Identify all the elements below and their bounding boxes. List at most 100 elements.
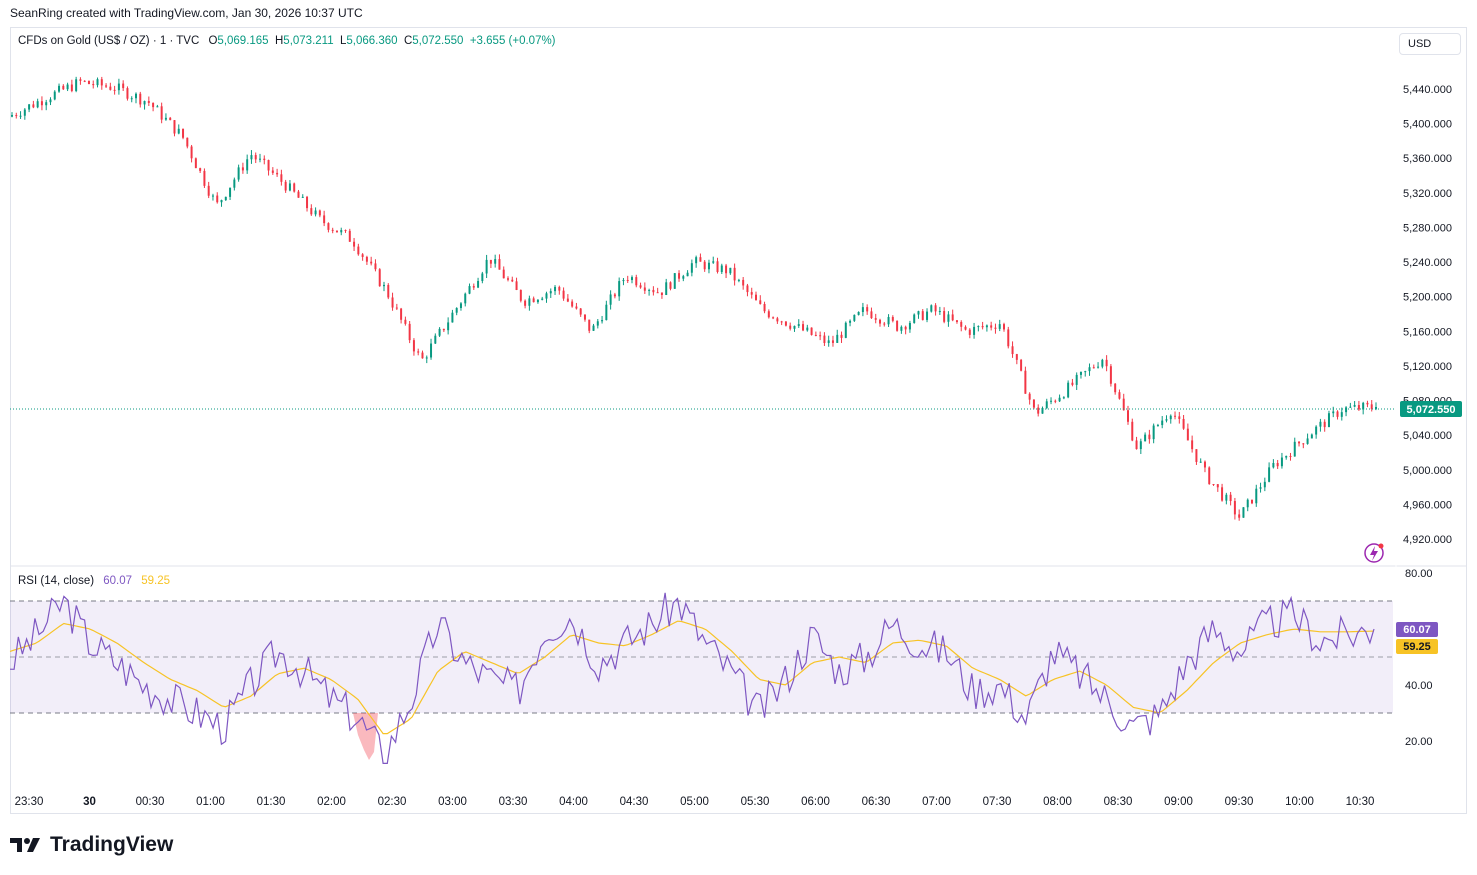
candle-body <box>32 104 35 108</box>
candle-body <box>571 301 574 307</box>
candle-body <box>635 277 638 286</box>
candle-body <box>1327 413 1330 428</box>
candle-body <box>652 289 655 293</box>
tradingview-logo[interactable]: TradingView <box>10 833 173 857</box>
candle-body <box>1161 420 1164 426</box>
candle-body <box>477 281 480 288</box>
currency-selector[interactable]: USD <box>1399 33 1461 55</box>
candle-body <box>1182 418 1185 429</box>
candle-body <box>686 272 689 277</box>
candle-body <box>19 115 22 117</box>
candle-body <box>1238 514 1241 518</box>
candle-body <box>1169 415 1172 420</box>
time-tick-label: 05:00 <box>680 796 709 808</box>
rsi-legend[interactable]: RSI (14, close) 60.07 59.25 <box>18 575 170 587</box>
candle-body <box>15 115 18 117</box>
candle-body <box>502 269 505 279</box>
candle-body <box>1079 371 1082 375</box>
candle-body <box>767 311 770 318</box>
time-tick-label: 08:00 <box>1043 796 1072 808</box>
candle-body <box>737 279 740 281</box>
candle-body <box>378 269 381 287</box>
candle-body <box>784 321 787 326</box>
candle-body <box>643 287 646 291</box>
candle-body <box>750 292 753 295</box>
candle-body <box>908 322 911 330</box>
candle-body <box>1306 438 1309 444</box>
candle-body <box>660 292 663 295</box>
candle-body <box>789 325 792 329</box>
candle-body <box>1191 440 1194 450</box>
candle-body <box>1298 441 1301 444</box>
price-tick-label: 4,960.000 <box>1403 499 1452 511</box>
candle-body <box>772 317 775 319</box>
candle-body <box>194 158 197 169</box>
candle-body <box>1165 419 1168 421</box>
lightning-icon[interactable] <box>1364 543 1384 563</box>
rsi-value-label: 60.07 <box>1403 624 1431 636</box>
candle-body <box>494 259 497 264</box>
candle-body <box>271 170 274 173</box>
rsi-tick-label: 80.00 <box>1405 568 1433 580</box>
candle-body <box>267 160 270 171</box>
candle-body <box>810 327 813 335</box>
candle-body <box>173 120 176 134</box>
candle-body <box>100 79 103 86</box>
candle-body <box>489 259 492 264</box>
time-tick-label: 03:30 <box>499 796 528 808</box>
candle-body <box>566 298 569 302</box>
candle-body <box>1109 366 1112 384</box>
candle-body <box>900 326 903 331</box>
candle-body <box>665 282 668 295</box>
candle-body <box>541 298 544 300</box>
candle-body <box>827 340 830 344</box>
candle-body <box>186 137 189 147</box>
candle-body <box>216 195 219 203</box>
candle-body <box>1315 426 1318 435</box>
candle-body <box>400 308 403 320</box>
candle-body <box>1289 455 1292 457</box>
candle-body <box>678 273 681 279</box>
candle-body <box>1062 397 1065 399</box>
candle-body <box>596 321 599 326</box>
price-tick-label: 5,360.000 <box>1403 153 1452 165</box>
rsi-ma-line <box>9 620 1375 735</box>
candle-body <box>49 99 52 103</box>
candle-body <box>746 285 749 293</box>
candle-body <box>327 223 330 230</box>
candle-body <box>447 322 450 331</box>
candle-body <box>951 314 954 321</box>
candle-body <box>1122 398 1125 411</box>
time-tick-label: 10:30 <box>1346 796 1375 808</box>
candle-body <box>353 241 356 247</box>
candle-body <box>417 351 420 353</box>
candle-body <box>806 327 809 331</box>
candle-body <box>1199 461 1202 463</box>
candle-body <box>853 314 856 321</box>
candle-body <box>1067 382 1070 398</box>
price-tick-label: 5,400.000 <box>1403 119 1452 131</box>
candle-body <box>682 276 685 279</box>
candle-body <box>1366 402 1369 405</box>
candle-body <box>280 174 283 182</box>
candle-body <box>306 196 309 209</box>
candle-body <box>549 291 552 294</box>
candle-body <box>1319 421 1322 427</box>
candle-body <box>943 311 946 322</box>
candle-body <box>92 84 95 86</box>
candle-body <box>562 290 565 299</box>
candle-body <box>1037 407 1040 414</box>
candle-body <box>536 299 539 303</box>
candle-body <box>913 314 916 323</box>
candle-body <box>293 183 296 192</box>
candle-body <box>1058 397 1061 402</box>
time-tick-label: 02:30 <box>378 796 407 808</box>
candle-body <box>430 343 433 358</box>
candle-body <box>348 230 351 242</box>
candle-body <box>712 261 715 263</box>
symbol-name[interactable]: CFDs on Gold (US$ / OZ) · 1 · TVC <box>18 35 200 47</box>
candle-body <box>284 181 287 191</box>
candle-body <box>1362 402 1365 410</box>
candle-body <box>254 155 257 160</box>
